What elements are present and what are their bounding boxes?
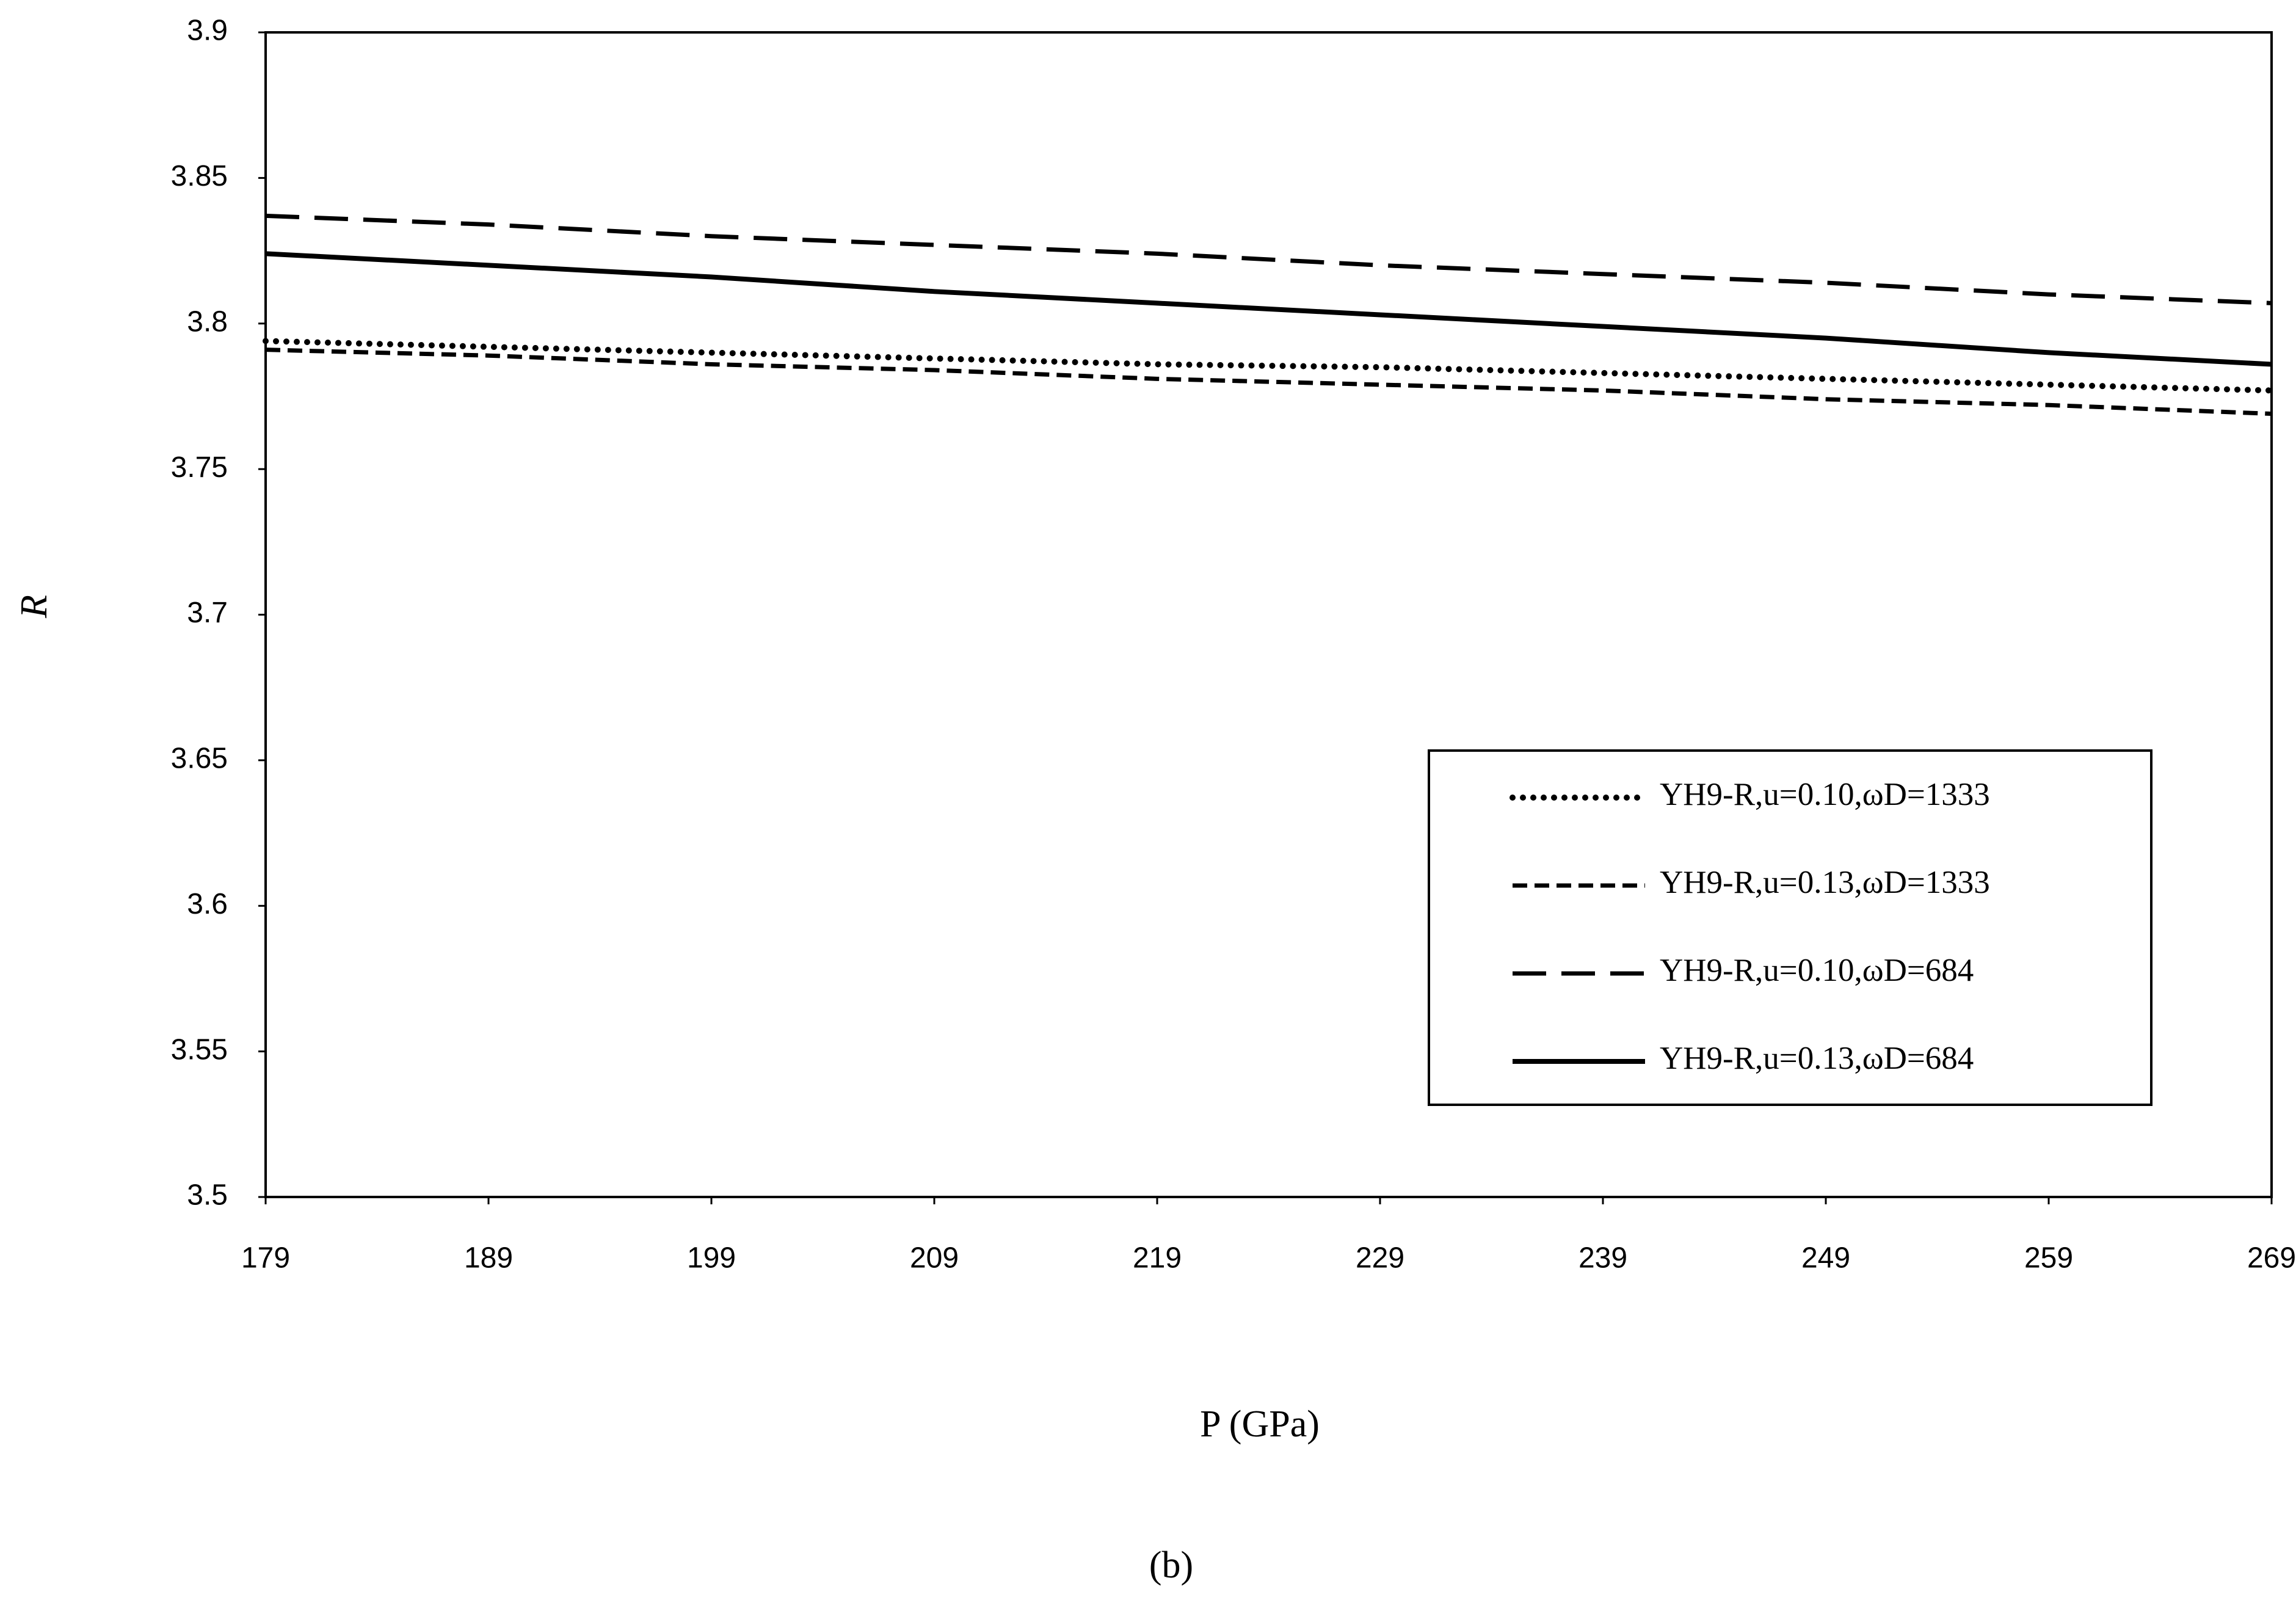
legend-label: YH9-R,u=0.10,ωD=684 — [1660, 953, 1974, 988]
y-tick-label: 3.6 — [187, 888, 228, 920]
x-tick-label: 249 — [1801, 1242, 1850, 1275]
x-tick-label: 199 — [687, 1242, 736, 1275]
y-tick-label: 3.9 — [187, 15, 228, 47]
y-tick-label: 3.75 — [171, 451, 228, 484]
y-tick-label: 3.55 — [171, 1033, 228, 1066]
series-line — [265, 347, 2272, 417]
x-tick-label: 179 — [241, 1242, 290, 1275]
series-line — [265, 213, 2272, 305]
legend-label: YH9-R,u=0.10,ωD=1333 — [1660, 777, 1990, 812]
legend-label: YH9-R,u=0.13,ωD=684 — [1660, 1041, 1974, 1076]
x-tick-label: 209 — [910, 1242, 959, 1275]
series-line — [265, 251, 2272, 367]
x-tick-label: 229 — [1356, 1242, 1404, 1275]
x-tick-label: 189 — [464, 1242, 513, 1275]
x-tick-label: 239 — [1579, 1242, 1627, 1275]
y-tick-label: 3.85 — [171, 160, 228, 192]
x-tick-label: 219 — [1133, 1242, 1182, 1275]
caption: (b) — [1149, 1544, 1193, 1586]
y-tick-label: 3.7 — [187, 597, 228, 629]
series-line — [263, 338, 2275, 394]
y-tick-label: 3.65 — [171, 743, 228, 775]
legend-label: YH9-R,u=0.13,ωD=1333 — [1660, 865, 1990, 900]
y-axis-label: R — [13, 595, 55, 619]
x-axis-label: P (GPa) — [1200, 1403, 1320, 1445]
x-tick-label: 269 — [2247, 1242, 2296, 1275]
x-tick-label: 259 — [2024, 1242, 2073, 1275]
y-tick-label: 3.5 — [187, 1179, 228, 1212]
legend-box — [1428, 749, 2152, 1106]
y-tick-label: 3.8 — [187, 305, 228, 338]
